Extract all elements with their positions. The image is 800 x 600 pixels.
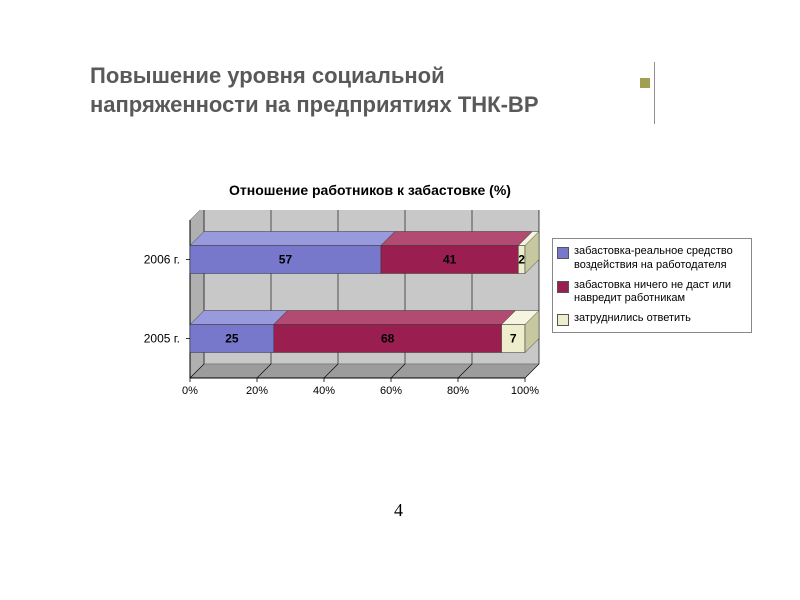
svg-text:2006 г.: 2006 г. bbox=[144, 253, 180, 267]
legend-label: затруднились ответить bbox=[574, 312, 691, 326]
chart-legend: забастовка-реальное средство воздействия… bbox=[552, 238, 752, 333]
svg-text:2005 г.: 2005 г. bbox=[144, 332, 180, 346]
svg-text:80%: 80% bbox=[447, 385, 469, 397]
legend-item: затруднились ответить bbox=[557, 312, 747, 326]
legend-item: забастовка ничего не даст или навредит р… bbox=[557, 279, 747, 307]
svg-text:25: 25 bbox=[225, 332, 239, 346]
svg-text:0%: 0% bbox=[182, 385, 198, 397]
svg-text:2: 2 bbox=[518, 253, 525, 267]
legend-swatch bbox=[557, 314, 569, 326]
page-number: 4 bbox=[394, 500, 403, 521]
svg-text:68: 68 bbox=[381, 332, 395, 346]
svg-text:60%: 60% bbox=[380, 385, 402, 397]
svg-text:20%: 20% bbox=[246, 385, 268, 397]
legend-item: забастовка-реальное средство воздействия… bbox=[557, 245, 747, 273]
svg-text:7: 7 bbox=[510, 332, 517, 346]
title-side-line bbox=[654, 62, 655, 124]
legend-swatch bbox=[557, 247, 569, 259]
legend-label: забастовка-реальное средство воздействия… bbox=[574, 245, 747, 273]
slide-title: Повышение уровня социальной напряженност… bbox=[90, 62, 590, 119]
legend-swatch bbox=[557, 281, 569, 293]
svg-text:40%: 40% bbox=[313, 385, 335, 397]
svg-text:41: 41 bbox=[443, 253, 457, 267]
chart-plot-area: 0% 20% 40% 60% 80% 100% 2006 г. 57 41 2 2005 г. 25 6… bbox=[120, 210, 540, 410]
svg-text:57: 57 bbox=[279, 253, 293, 267]
legend-label: забастовка ничего не даст или навредит р… bbox=[574, 279, 747, 307]
title-bullet bbox=[640, 78, 650, 88]
svg-text:100%: 100% bbox=[511, 385, 539, 397]
chart-title: Отношение работников к забастовке (%) bbox=[200, 182, 540, 198]
